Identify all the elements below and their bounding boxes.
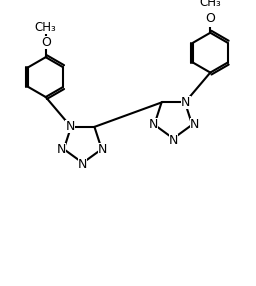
Text: O: O	[205, 12, 215, 25]
Text: N: N	[98, 143, 107, 156]
Text: N: N	[78, 158, 88, 171]
Text: O: O	[41, 36, 51, 49]
Text: CH₃: CH₃	[199, 0, 221, 9]
Text: N: N	[66, 120, 75, 133]
Text: N: N	[56, 143, 66, 156]
Text: N: N	[190, 118, 200, 131]
Text: N: N	[168, 134, 178, 147]
Text: CH₃: CH₃	[35, 21, 57, 34]
Text: N: N	[181, 96, 190, 109]
Text: N: N	[149, 118, 158, 131]
